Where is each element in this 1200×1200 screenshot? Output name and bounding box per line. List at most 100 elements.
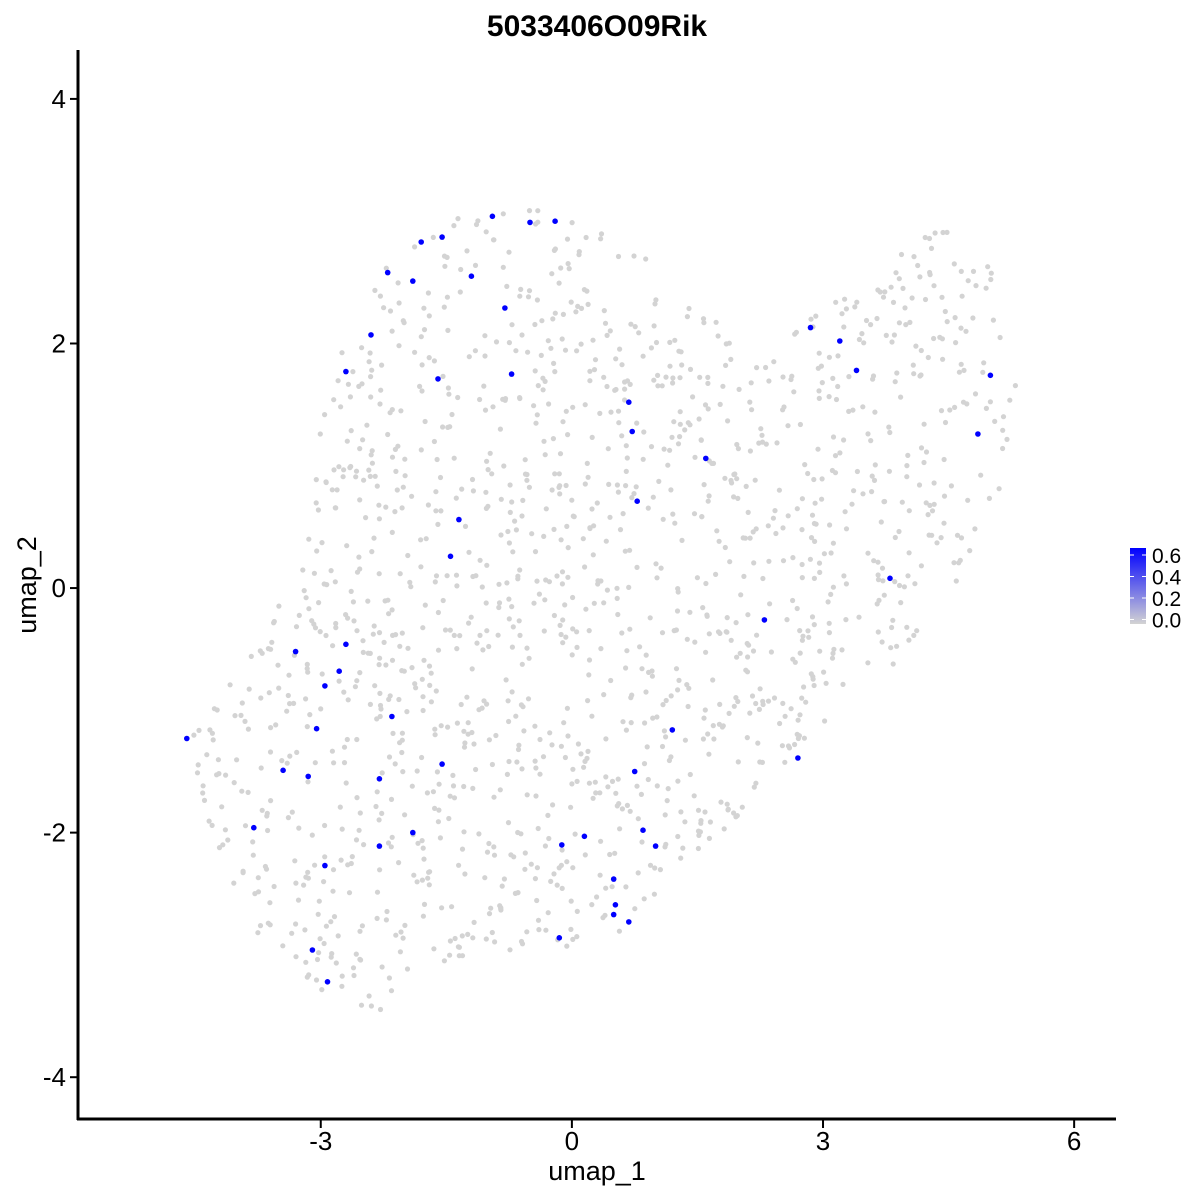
cell-point [405, 552, 411, 559]
cell-point [893, 270, 899, 276]
cell-point [799, 575, 805, 581]
cell-point [383, 917, 389, 923]
cell-point [584, 288, 590, 294]
cell-point [540, 387, 546, 393]
cell-point [377, 702, 384, 709]
cell-point [934, 540, 940, 546]
cell-point [695, 828, 702, 834]
cell-point [507, 482, 513, 488]
cell-point [215, 757, 221, 763]
cell-point [420, 707, 426, 714]
cell-point [525, 294, 532, 300]
cell-point [451, 223, 457, 229]
cell-point [593, 790, 599, 796]
cell-point [316, 600, 322, 606]
cell-point [294, 749, 300, 756]
cell-point [389, 607, 395, 613]
cell-point [682, 427, 688, 433]
cell-point [875, 577, 882, 583]
cell-point [657, 867, 664, 873]
cell-point [559, 336, 565, 342]
cell-point [542, 597, 548, 603]
cell-point [562, 602, 568, 608]
cell-point [431, 946, 437, 952]
cell-point [815, 365, 821, 371]
cell-point [766, 558, 772, 564]
cell-point [961, 367, 967, 373]
cell-point [960, 399, 967, 405]
cell-point [590, 337, 596, 343]
cell-point [827, 522, 833, 528]
cell-point [363, 515, 369, 521]
cell-point [839, 311, 845, 317]
cell-point [396, 860, 402, 866]
cell-point [232, 713, 238, 719]
cell-point [1012, 383, 1019, 389]
cell-point [941, 493, 948, 499]
cell-point [613, 356, 619, 362]
cell-point [304, 974, 310, 980]
cell-point [586, 628, 592, 634]
cell-point [535, 383, 541, 389]
cell-point [334, 487, 340, 493]
cell-point [771, 359, 777, 365]
cell-point [532, 876, 539, 882]
cell-point [600, 915, 606, 921]
cell-point [628, 321, 634, 327]
cell-point [507, 509, 513, 515]
cell-point [517, 395, 523, 401]
cell-point [677, 434, 683, 440]
cell-point [465, 931, 471, 938]
cell-point [323, 923, 329, 929]
cell-point [322, 854, 328, 860]
cell-point [745, 612, 751, 618]
cell-point [753, 700, 759, 707]
cell-point [526, 208, 533, 214]
cell-point [582, 481, 588, 487]
cell-point [395, 280, 401, 286]
cell-point [737, 650, 743, 656]
cell-point [632, 324, 638, 330]
cell-point [811, 682, 817, 689]
cell-point [647, 862, 654, 868]
cell-point [622, 386, 628, 392]
cell-point [603, 774, 609, 780]
cell-point [459, 846, 466, 852]
cell-point [438, 723, 444, 729]
cell-point [534, 578, 540, 584]
cell-point [201, 797, 208, 804]
cell-point [890, 299, 897, 305]
cell-point [350, 369, 356, 375]
cell-point [385, 431, 391, 438]
cell-point [799, 527, 805, 533]
cell-point [623, 443, 629, 449]
cell-point [645, 505, 651, 511]
cell-point [402, 922, 408, 929]
cell-point [589, 506, 595, 512]
cell-point [879, 565, 886, 571]
cell-point [483, 229, 489, 235]
expressing-cell-point [626, 919, 632, 925]
cell-point [707, 819, 714, 825]
cell-point [293, 921, 299, 927]
cell-point [725, 418, 731, 424]
cell-point [531, 403, 537, 409]
cell-point [780, 374, 786, 380]
cell-point [394, 487, 400, 493]
cell-point [590, 795, 596, 801]
cell-point [752, 477, 758, 483]
cell-point [442, 627, 449, 633]
cell-point [421, 305, 427, 311]
cell-point [374, 789, 380, 795]
cell-point [898, 600, 904, 606]
cell-point [378, 387, 384, 393]
expressing-cell-point [324, 979, 331, 985]
cell-point [464, 694, 470, 700]
cell-point [616, 801, 622, 807]
cell-point [433, 489, 439, 495]
expressing-cell-point [987, 372, 994, 379]
cell-point [445, 724, 451, 730]
cell-point [727, 559, 733, 565]
cell-point [515, 829, 521, 836]
cell-point [808, 316, 814, 322]
